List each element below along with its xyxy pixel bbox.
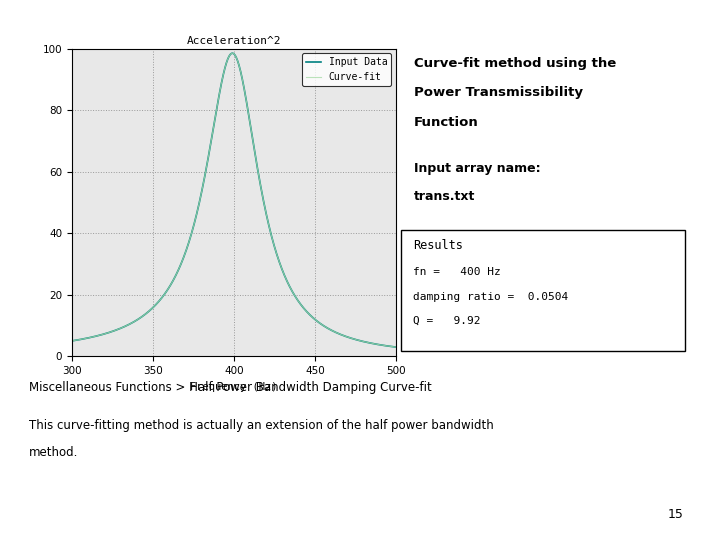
Text: This curve-fitting method is actually an extension of the half power bandwidth: This curve-fitting method is actually an… bbox=[29, 418, 493, 431]
Input Data bbox=[382, 342, 391, 349]
Curve-fit bbox=[382, 342, 391, 349]
Title: Acceleration^2: Acceleration^2 bbox=[186, 36, 282, 46]
Text: trans.txt: trans.txt bbox=[414, 190, 475, 203]
Line: Input Data: Input Data bbox=[72, 53, 396, 347]
Curve-fit bbox=[228, 50, 237, 57]
Text: fn =   400 Hz: fn = 400 Hz bbox=[413, 267, 501, 278]
Text: Results: Results bbox=[413, 239, 463, 252]
Text: Input array name:: Input array name: bbox=[414, 162, 541, 175]
Text: Curve-fit method using the: Curve-fit method using the bbox=[414, 57, 616, 70]
Legend: Input Data, Curve-fit: Input Data, Curve-fit bbox=[302, 53, 391, 86]
Text: method.: method. bbox=[29, 446, 78, 458]
Curve-fit bbox=[217, 83, 225, 89]
Curve-fit bbox=[392, 344, 400, 350]
X-axis label: Frequency (Hz): Frequency (Hz) bbox=[190, 382, 278, 392]
Input Data bbox=[228, 50, 237, 57]
Text: Function: Function bbox=[414, 116, 479, 129]
Curve-fit bbox=[68, 338, 76, 344]
Curve-fit bbox=[323, 325, 332, 331]
Input Data bbox=[382, 342, 391, 349]
Input Data bbox=[323, 325, 332, 331]
Input Data bbox=[225, 52, 234, 59]
Input Data bbox=[68, 338, 76, 344]
Text: Q =   9.92: Q = 9.92 bbox=[413, 316, 481, 326]
Text: 15: 15 bbox=[668, 508, 684, 521]
Input Data bbox=[217, 83, 225, 89]
Text: damping ratio =  0.0504: damping ratio = 0.0504 bbox=[413, 292, 569, 302]
Curve-fit bbox=[225, 52, 234, 59]
Curve-fit bbox=[84, 335, 93, 341]
Text: Miscellaneous Functions > Half Power Bandwidth Damping Curve-fit: Miscellaneous Functions > Half Power Ban… bbox=[29, 381, 431, 394]
Input Data bbox=[392, 344, 400, 350]
Input Data bbox=[84, 335, 93, 341]
Text: Power Transmissibility: Power Transmissibility bbox=[414, 86, 583, 99]
Curve-fit bbox=[382, 342, 391, 349]
Line: Curve-fit: Curve-fit bbox=[72, 53, 396, 347]
